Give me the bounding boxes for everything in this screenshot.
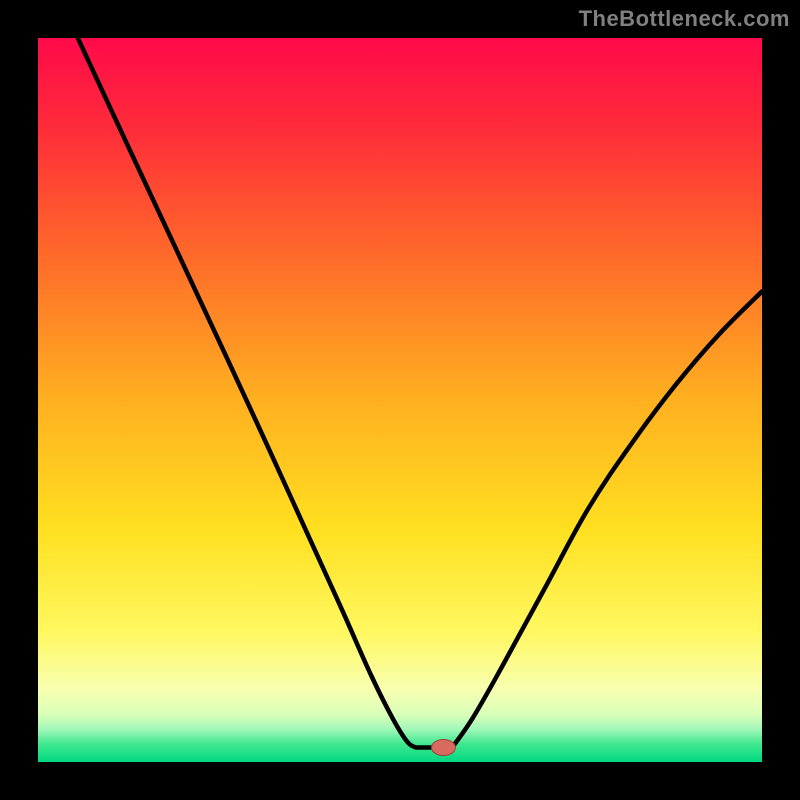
plot-background: [38, 38, 762, 762]
chart-container: TheBottleneck.com: [0, 0, 800, 800]
optimal-marker: [431, 740, 455, 756]
watermark-text: TheBottleneck.com: [579, 6, 790, 32]
bottleneck-chart: [0, 0, 800, 800]
